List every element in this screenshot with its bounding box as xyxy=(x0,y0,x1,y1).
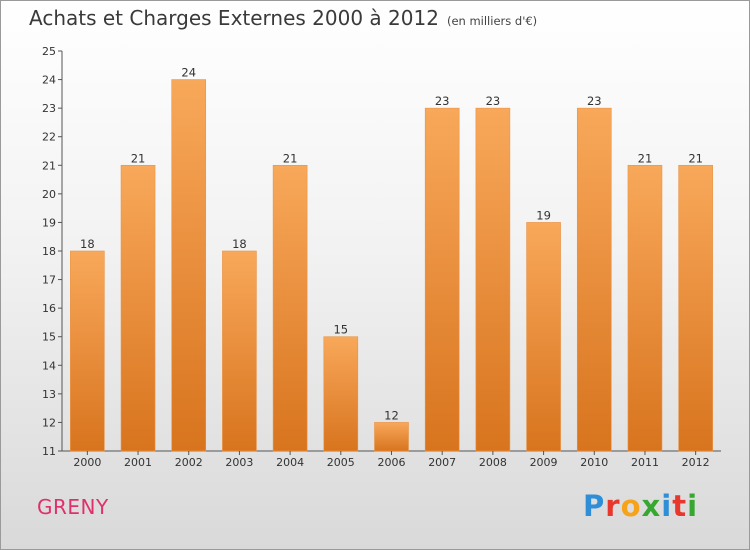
y-tick-label: 11 xyxy=(42,445,56,458)
bar xyxy=(678,164,713,452)
y-tick-label: 22 xyxy=(42,131,56,144)
data-label: 21 xyxy=(638,151,653,165)
logo-letter: x xyxy=(641,489,662,523)
x-tick-label: 2010 xyxy=(580,456,608,469)
y-tick-label: 14 xyxy=(42,359,56,372)
y-tick-label: 12 xyxy=(42,416,56,429)
bar xyxy=(323,336,359,452)
data-label: 18 xyxy=(232,237,247,251)
x-tick-label: 2004 xyxy=(276,456,304,469)
x-tick-label: 2005 xyxy=(327,456,355,469)
logo-letter: o xyxy=(620,489,642,523)
y-tick-label: 13 xyxy=(42,388,56,401)
data-label: 15 xyxy=(333,323,348,337)
x-tick-label: 2003 xyxy=(225,456,253,469)
y-tick-label: 20 xyxy=(42,188,56,201)
data-label: 23 xyxy=(435,94,450,108)
data-label: 21 xyxy=(131,151,146,165)
logo-letter: i xyxy=(661,489,673,523)
y-tick-label: 18 xyxy=(42,245,56,258)
commune-name: GRENY xyxy=(37,495,109,519)
bar xyxy=(272,164,308,452)
y-tick-label: 23 xyxy=(42,102,56,115)
logo-letter: P xyxy=(583,489,606,523)
data-label: 12 xyxy=(384,408,399,422)
logo-letter: r xyxy=(605,489,621,523)
y-tick-label: 25 xyxy=(42,45,56,58)
data-label: 21 xyxy=(283,151,298,165)
data-label: 23 xyxy=(486,94,501,108)
bar xyxy=(627,164,663,452)
data-label: 19 xyxy=(536,208,551,222)
data-label: 23 xyxy=(587,94,602,108)
logo-letter: t xyxy=(672,489,688,523)
bar xyxy=(222,250,257,452)
x-tick-label: 2012 xyxy=(682,456,710,469)
data-label: 24 xyxy=(181,66,196,80)
bar xyxy=(171,79,207,452)
x-tick-label: 2008 xyxy=(479,456,507,469)
proxiti-logo: Proxiti xyxy=(583,489,698,523)
bar xyxy=(526,222,561,452)
x-tick-label: 2011 xyxy=(631,456,659,469)
data-label: 18 xyxy=(80,237,95,251)
y-tick-label: 16 xyxy=(42,302,56,315)
bar xyxy=(424,107,460,452)
x-tick-label: 2002 xyxy=(175,456,203,469)
bar xyxy=(120,164,156,452)
x-tick-label: 2000 xyxy=(73,456,101,469)
chart-title: Achats et Charges Externes 2000 à 2012 (e… xyxy=(29,6,537,30)
y-tick-label: 17 xyxy=(42,274,56,287)
y-tick-label: 21 xyxy=(42,159,56,172)
y-tick-label: 24 xyxy=(42,74,56,87)
bar xyxy=(70,250,105,452)
x-tick-label: 2001 xyxy=(124,456,152,469)
chart-title-text: Achats et Charges Externes 2000 à 2012 xyxy=(29,6,439,30)
bar xyxy=(475,107,511,452)
y-tick-label: 15 xyxy=(42,331,56,344)
x-tick-label: 2006 xyxy=(378,456,406,469)
x-tick-label: 2009 xyxy=(530,456,558,469)
bar xyxy=(374,422,409,452)
x-tick-label: 2007 xyxy=(428,456,456,469)
y-tick-label: 19 xyxy=(42,216,56,229)
logo-letter: i xyxy=(687,489,699,523)
chart-unit: (en milliers d'€) xyxy=(446,14,538,28)
data-label: 21 xyxy=(688,151,703,165)
bar xyxy=(576,107,612,452)
